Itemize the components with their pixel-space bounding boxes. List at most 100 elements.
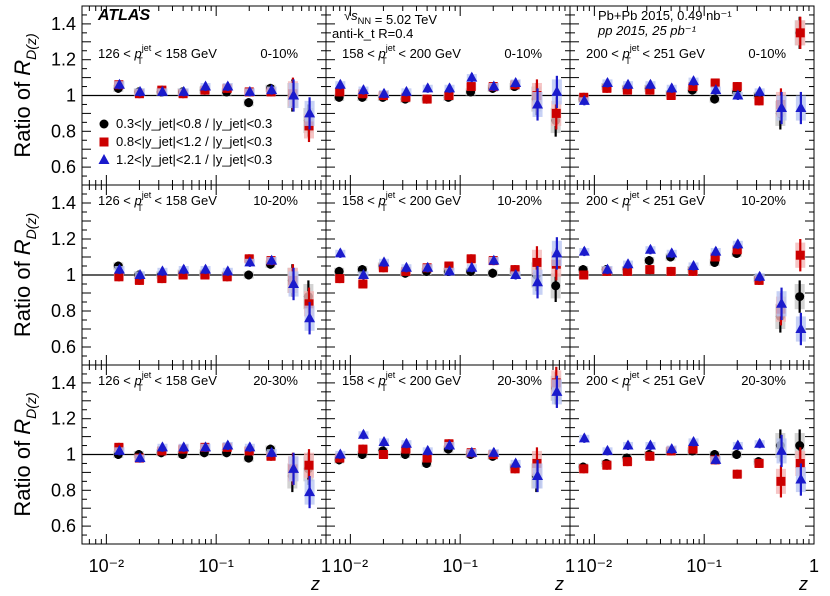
data-point [578, 94, 590, 105]
data-point [510, 269, 522, 279]
x-tick-label: 1 [321, 556, 331, 576]
y-tick-label: 1 [66, 445, 76, 465]
data-point [644, 243, 656, 254]
centrality-label: 10-20% [741, 193, 786, 208]
data-point [532, 469, 544, 480]
series-3 [578, 75, 807, 125]
series-3 [578, 238, 807, 346]
data-point [601, 76, 613, 87]
data-point [488, 268, 498, 278]
legend-marker [98, 154, 110, 164]
data-point [304, 107, 316, 118]
data-point [579, 270, 589, 280]
data-point [754, 85, 766, 96]
y-tick-label: 1.2 [51, 229, 76, 249]
data-point [400, 85, 412, 96]
data-point [688, 435, 700, 446]
data-point [358, 279, 368, 289]
data-point [334, 78, 346, 89]
data-point [688, 266, 698, 276]
data-point [200, 270, 210, 280]
series-2 [113, 254, 314, 320]
y-axis-title: Ratio of RD(z) [10, 213, 39, 337]
energy-label: √sNN = 5.02 TeV [344, 8, 437, 27]
data-point [378, 435, 390, 446]
data-point [244, 85, 256, 96]
data-point [795, 473, 807, 484]
data-point [645, 85, 655, 95]
data-point [222, 272, 232, 282]
data-point [510, 457, 522, 468]
data-point [644, 78, 656, 89]
data-point [400, 437, 412, 448]
data-point [622, 439, 634, 450]
data-point [510, 265, 520, 275]
centrality-label: 20-30% [741, 373, 786, 388]
data-point [795, 28, 805, 38]
data-point [578, 432, 590, 443]
data-point [795, 441, 805, 451]
data-point [358, 444, 368, 454]
data-point [488, 254, 500, 265]
data-point [200, 80, 212, 91]
data-point [688, 444, 698, 454]
data-point [378, 87, 390, 98]
pt-range-label: 200 < pjet T < 251 GeV [586, 190, 705, 213]
y-axis-title: Ratio of RD(z) [10, 392, 39, 516]
series-3 [113, 254, 316, 335]
data-point [710, 84, 722, 95]
pt-range-label: 158 < pjet T < 200 GeV [342, 43, 461, 66]
x-tick-label: 10⁻¹ [442, 556, 478, 576]
data-point [422, 453, 432, 463]
data-point [334, 266, 344, 276]
data-point [688, 75, 700, 86]
data-point [510, 76, 522, 87]
data-point [400, 261, 412, 272]
data-point [244, 256, 256, 267]
y-tick-label: 1 [66, 265, 76, 285]
data-point [357, 269, 369, 279]
data-point [710, 245, 722, 256]
data-point [134, 85, 146, 96]
data-point [444, 91, 454, 100]
data-point [200, 263, 212, 274]
data-point [178, 270, 188, 280]
data-point [510, 464, 520, 474]
data-point [666, 82, 678, 93]
data-point [422, 444, 434, 455]
data-point [357, 428, 369, 439]
data-point [422, 261, 434, 272]
data-point [157, 274, 167, 284]
series-2 [578, 444, 806, 498]
series-2 [113, 77, 314, 143]
series-3 [113, 78, 316, 130]
data-point [776, 444, 788, 455]
centrality-label: 0-10% [748, 46, 786, 61]
panel-5: 158 < pjet T < 200 GeV 10-20% [325, 184, 571, 366]
x-tick-label: 10⁻² [333, 556, 369, 576]
data-point [335, 274, 345, 284]
data-point [666, 91, 676, 100]
data-point [244, 453, 254, 463]
centrality-label: 20-30% [497, 373, 542, 388]
data-point [466, 261, 478, 272]
data-point [178, 85, 190, 96]
data-point [532, 257, 542, 267]
data-point [222, 265, 234, 276]
y-tick-label: 1.4 [51, 373, 76, 393]
data-point [444, 82, 456, 93]
x-axis-title: z [798, 574, 808, 594]
data-point [244, 270, 254, 280]
data-point [466, 446, 478, 457]
series-1 [578, 248, 805, 333]
data-point [622, 457, 632, 467]
data-point [754, 270, 766, 281]
data-point [644, 439, 656, 450]
centrality-label: 0-10% [260, 46, 298, 61]
data-point [156, 265, 168, 276]
data-point [113, 263, 125, 274]
data-point [244, 98, 254, 108]
data-point [357, 84, 369, 95]
centrality-label: 10-20% [253, 193, 298, 208]
data-point [114, 272, 124, 282]
